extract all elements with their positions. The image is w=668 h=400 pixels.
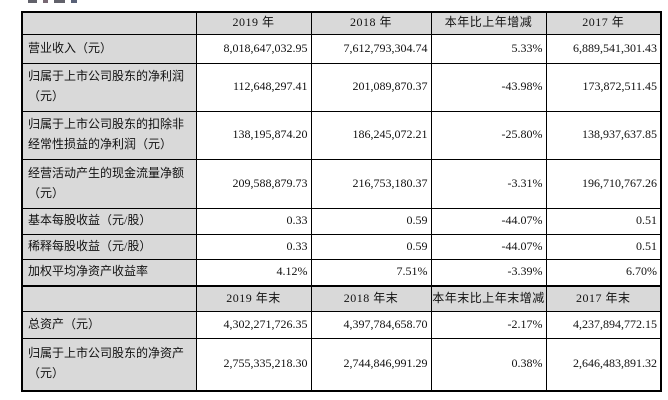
value-change: -44.07% <box>430 207 547 235</box>
value-2019: 0.33 <box>195 233 312 260</box>
header-2019-end: 2019 年末 <box>195 285 312 312</box>
value-change: -3.31% <box>430 158 547 209</box>
clipped-text-fragment <box>28 0 77 4</box>
value-2019: 112,648,297.41 <box>195 62 312 112</box>
header-blank-cell <box>21 11 197 35</box>
value-2019: 138,195,874.20 <box>195 110 312 160</box>
header-blank-cell <box>21 285 197 312</box>
value-change: 0.38% <box>430 337 547 392</box>
value-2018: 201,089,870.37 <box>310 62 432 112</box>
header-2017-end: 2017 年末 <box>545 285 662 312</box>
value-2018: 2,744,846,991.29 <box>310 337 432 392</box>
value-2019: 4.12% <box>195 258 312 287</box>
value-change: -3.39% <box>430 258 547 287</box>
value-2018: 7.51% <box>310 258 432 287</box>
table-row: 基本每股收益（元/股） 0.33 0.59 -44.07% 0.51 <box>21 207 662 235</box>
value-2017: 6.70% <box>545 258 662 287</box>
table-row: 总资产（元） 4,302,271,726.35 4,397,784,658.70… <box>21 310 662 339</box>
row-label: 加权平均净资产收益率 <box>21 258 197 287</box>
row-label: 经营活动产生的现金流量净额（元） <box>21 158 197 209</box>
value-2017: 4,237,894,772.15 <box>545 310 662 339</box>
value-change: -44.07% <box>430 233 547 260</box>
value-change: -2.17% <box>430 310 547 339</box>
header-2018-end: 2018 年末 <box>310 285 432 312</box>
value-2018: 186,245,072.21 <box>310 110 432 160</box>
value-2017: 173,872,511.45 <box>545 62 662 112</box>
header-2017: 2017 年 <box>545 11 662 35</box>
value-2019: 0.33 <box>195 207 312 235</box>
row-label: 归属于上市公司股东的净利润（元） <box>21 62 197 112</box>
value-2018: 0.59 <box>310 207 432 235</box>
row-label: 基本每股收益（元/股） <box>21 207 197 235</box>
value-2017: 6,889,541,301.43 <box>545 33 662 64</box>
row-label: 归属于上市公司股东的扣除非经常性损益的净利润（元） <box>21 110 197 160</box>
value-change: 5.33% <box>430 33 547 64</box>
value-2018: 0.59 <box>310 233 432 260</box>
table-header-row-annual: 2019 年 2018 年 本年比上年增减 2017 年 <box>21 11 662 35</box>
value-change: -25.80% <box>430 110 547 160</box>
header-change-yoy: 本年比上年增减 <box>430 11 547 35</box>
value-2018: 216,753,180.37 <box>310 158 432 209</box>
row-label: 营业收入（元） <box>21 33 197 64</box>
header-2019: 2019 年 <box>195 11 312 35</box>
value-2017: 138,937,637.85 <box>545 110 662 160</box>
value-2018: 4,397,784,658.70 <box>310 310 432 339</box>
row-label: 总资产（元） <box>21 310 197 339</box>
value-2017: 196,710,767.26 <box>545 158 662 209</box>
table-row: 加权平均净资产收益率 4.12% 7.51% -3.39% 6.70% <box>21 258 662 287</box>
value-2019: 2,755,335,218.30 <box>195 337 312 392</box>
table-header-row-year-end: 2019 年末 2018 年末 本年末比上年末增减 2017 年末 <box>21 285 662 312</box>
value-2019: 8,018,647,032.95 <box>195 33 312 64</box>
row-label: 稀释每股收益（元/股） <box>21 233 197 260</box>
value-2019: 4,302,271,726.35 <box>195 310 312 339</box>
table-row: 经营活动产生的现金流量净额（元） 209,588,879.73 216,753,… <box>21 158 662 209</box>
table-row: 归属于上市公司股东的净资产（元） 2,755,335,218.30 2,744,… <box>21 337 662 392</box>
value-2017: 2,646,483,891.32 <box>545 337 662 392</box>
header-change-year-end: 本年末比上年末增减 <box>430 285 547 312</box>
table-row: 稀释每股收益（元/股） 0.33 0.59 -44.07% 0.51 <box>21 233 662 260</box>
table-row: 营业收入（元） 8,018,647,032.95 7,612,793,304.7… <box>21 33 662 64</box>
value-2017: 0.51 <box>545 233 662 260</box>
value-2017: 0.51 <box>545 207 662 235</box>
value-2018: 7,612,793,304.74 <box>310 33 432 64</box>
table-row: 归属于上市公司股东的扣除非经常性损益的净利润（元） 138,195,874.20… <box>21 110 662 160</box>
value-change: -43.98% <box>430 62 547 112</box>
financial-summary-table: 2019 年 2018 年 本年比上年增减 2017 年 营业收入（元） 8,0… <box>21 11 662 392</box>
table-row: 归属于上市公司股东的净利润（元） 112,648,297.41 201,089,… <box>21 62 662 112</box>
value-2019: 209,588,879.73 <box>195 158 312 209</box>
row-label: 归属于上市公司股东的净资产（元） <box>21 337 197 392</box>
header-2018: 2018 年 <box>310 11 432 35</box>
